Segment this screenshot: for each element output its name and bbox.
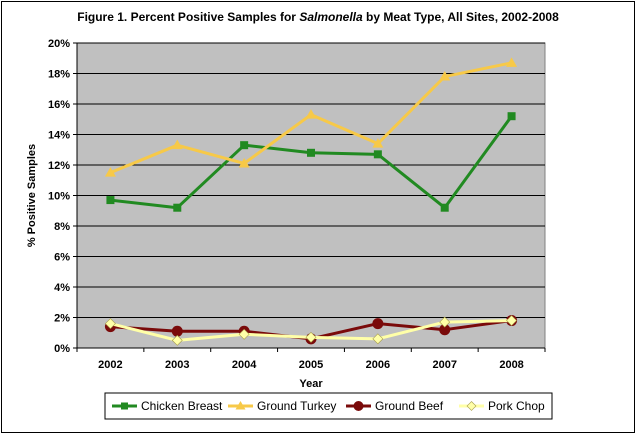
y-tick-label: 0% xyxy=(54,343,70,355)
data-point xyxy=(106,196,115,205)
data-point xyxy=(439,316,451,328)
y-axis-title: % Positive Samples xyxy=(26,144,38,247)
data-point xyxy=(171,139,183,150)
chart-title-suffix: by Meat Type, All Sites, 2002-2008 xyxy=(363,10,559,24)
chart-title: Figure 1. Percent Positive Samples for S… xyxy=(77,10,559,24)
data-point xyxy=(506,57,518,67)
y-tick-label: 10% xyxy=(48,191,70,203)
data-point xyxy=(305,109,317,119)
legend-label: Chicken Breast xyxy=(141,399,223,413)
data-point xyxy=(307,148,315,157)
data-point xyxy=(507,112,516,121)
x-axis-title: Year xyxy=(299,378,323,390)
data-point xyxy=(440,203,449,212)
data-point xyxy=(372,318,384,330)
series-layer xyxy=(104,57,518,346)
y-tick-label: 18% xyxy=(48,69,70,81)
legend-label: Ground Beef xyxy=(375,399,444,413)
series-pork-chop xyxy=(105,315,517,346)
x-tick-label: 2008 xyxy=(499,359,523,371)
y-tick-label: 20% xyxy=(48,38,70,50)
data-point xyxy=(173,203,182,212)
data-point xyxy=(171,334,183,346)
data-point xyxy=(439,71,451,81)
legend-label: Ground Turkey xyxy=(257,399,336,413)
gridlines xyxy=(77,42,545,318)
legend-marker xyxy=(353,401,364,411)
data-point xyxy=(506,315,517,326)
legend-items: Chicken Breast Ground Turkey Ground Beef Po… xyxy=(112,399,545,413)
x-tick-label: 2007 xyxy=(432,359,456,371)
x-tick-label: 2006 xyxy=(366,359,390,371)
y-tick-label: 12% xyxy=(48,160,70,172)
data-point xyxy=(240,141,249,150)
data-point xyxy=(105,318,116,330)
y-tick-label: 6% xyxy=(54,252,70,264)
y-tick-label: 4% xyxy=(54,282,70,294)
y-tick-label: 14% xyxy=(48,130,70,142)
data-point xyxy=(373,150,382,159)
data-point xyxy=(104,167,116,177)
y-tick-label: 8% xyxy=(54,221,70,233)
data-point xyxy=(372,138,384,148)
series-chicken-breast xyxy=(106,112,516,212)
data-point xyxy=(238,157,250,168)
x-tick-label: 2005 xyxy=(299,359,323,371)
legend-marker xyxy=(235,401,246,410)
data-point xyxy=(171,325,183,337)
legend-marker xyxy=(121,402,128,410)
y-tick-label: 16% xyxy=(48,99,70,111)
x-tick-label: 2002 xyxy=(98,359,122,371)
legend-label: Pork Chop xyxy=(488,399,545,413)
x-tick-label: 2003 xyxy=(165,359,189,371)
data-point xyxy=(238,328,250,340)
legend-marker xyxy=(466,401,477,411)
data-point xyxy=(372,333,384,345)
data-point xyxy=(305,331,317,343)
y-tick-label: 2% xyxy=(54,313,70,325)
series-ground-turkey xyxy=(104,57,518,177)
chart-title-italic: Salmonella xyxy=(299,10,363,24)
x-tick-label: 2004 xyxy=(232,359,257,371)
data-point xyxy=(439,324,451,336)
axes: 0% 2% 4% 6% 8% 10% 12% 14% 16% 18% 20% 2002 2003 2004… xyxy=(48,38,546,371)
chart-title-prefix: Figure 1. Percent Positive Samples for xyxy=(77,10,299,24)
